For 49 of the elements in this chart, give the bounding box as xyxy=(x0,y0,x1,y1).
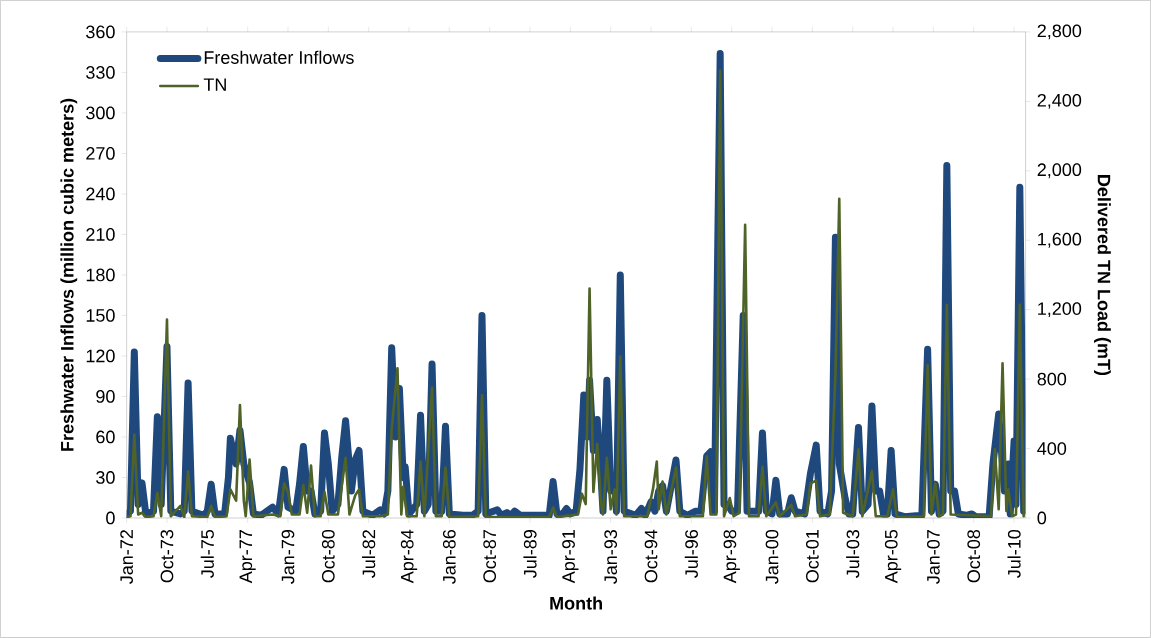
y-tick-label: 240 xyxy=(86,187,115,201)
y2-tick-label: 2,400 xyxy=(1037,93,1082,109)
x-tick-label: Jul-10 xyxy=(1007,529,1021,578)
x-tick-label: Jan-86 xyxy=(442,530,456,584)
y2-tick-label: 800 xyxy=(1037,372,1067,386)
y-tick-label: 270 xyxy=(86,147,115,160)
y-tick-label: 0 xyxy=(106,511,115,525)
x-tick-label: Jul-03 xyxy=(846,530,860,578)
x-tick-label: Jan-93 xyxy=(604,530,618,584)
y-tick-label: 120 xyxy=(86,349,115,363)
x-tick-label: Oct-08 xyxy=(967,530,981,583)
x-tick-label: Oct-80 xyxy=(321,529,335,583)
y2-tick-label: 400 xyxy=(1037,442,1067,455)
x-tick-label: Apr-05 xyxy=(884,530,902,584)
y-tick-label: 330 xyxy=(86,66,115,79)
x-tick-label: Oct-87 xyxy=(483,530,497,583)
x-tick-label: Apr-98 xyxy=(723,530,740,584)
y2-axis-title: Delivered TN Load (mT) xyxy=(1094,175,1111,376)
y-tick-label: 150 xyxy=(86,309,115,322)
x-tick-label: Jul-82 xyxy=(362,530,376,578)
y-tick-label: 210 xyxy=(86,228,115,241)
x-tick-label: Jan-00 xyxy=(765,529,779,584)
x-axis-title: Month xyxy=(550,596,602,610)
x-tick-label: Jan-07 xyxy=(927,530,940,584)
x-tick-label: Apr-84 xyxy=(400,529,418,584)
x-tick-label: Jan-72 xyxy=(120,530,133,584)
x-tick-label: Oct-94 xyxy=(644,529,658,583)
y-tick-label: 30 xyxy=(96,471,115,484)
y2-tick-label: 1,600 xyxy=(1038,232,1082,248)
y-tick-label: 90 xyxy=(96,390,115,403)
legend-label: TN xyxy=(203,78,226,91)
x-tick-label: Jan-79 xyxy=(281,530,295,584)
x-tick-label: Apr-77 xyxy=(239,530,256,584)
y2-tick-label: 2,000 xyxy=(1037,163,1082,179)
y2-tick-label: 0 xyxy=(1037,511,1047,525)
legend-label: Freshwater Inflows xyxy=(204,50,354,64)
y2-tick-label: 2,800 xyxy=(1037,24,1082,40)
y-tick-label: 60 xyxy=(96,430,115,444)
x-tick-label: Oct-01 xyxy=(805,530,819,583)
y2-tick-label: 1,200 xyxy=(1038,302,1082,318)
x-tick-label: Jul-89 xyxy=(523,530,537,578)
x-tick-label: Apr-91 xyxy=(562,530,579,584)
x-tick-label: Jul-96 xyxy=(684,530,698,578)
y-tick-label: 360 xyxy=(86,25,115,39)
y-axis-title: Freshwater Inflows (million cubic meters) xyxy=(60,98,78,451)
y-tick-label: 180 xyxy=(86,268,115,282)
x-tick-label: Jul-75 xyxy=(200,530,214,578)
y-tick-label: 300 xyxy=(86,106,115,120)
x-tick-label: Oct-73 xyxy=(160,530,174,583)
